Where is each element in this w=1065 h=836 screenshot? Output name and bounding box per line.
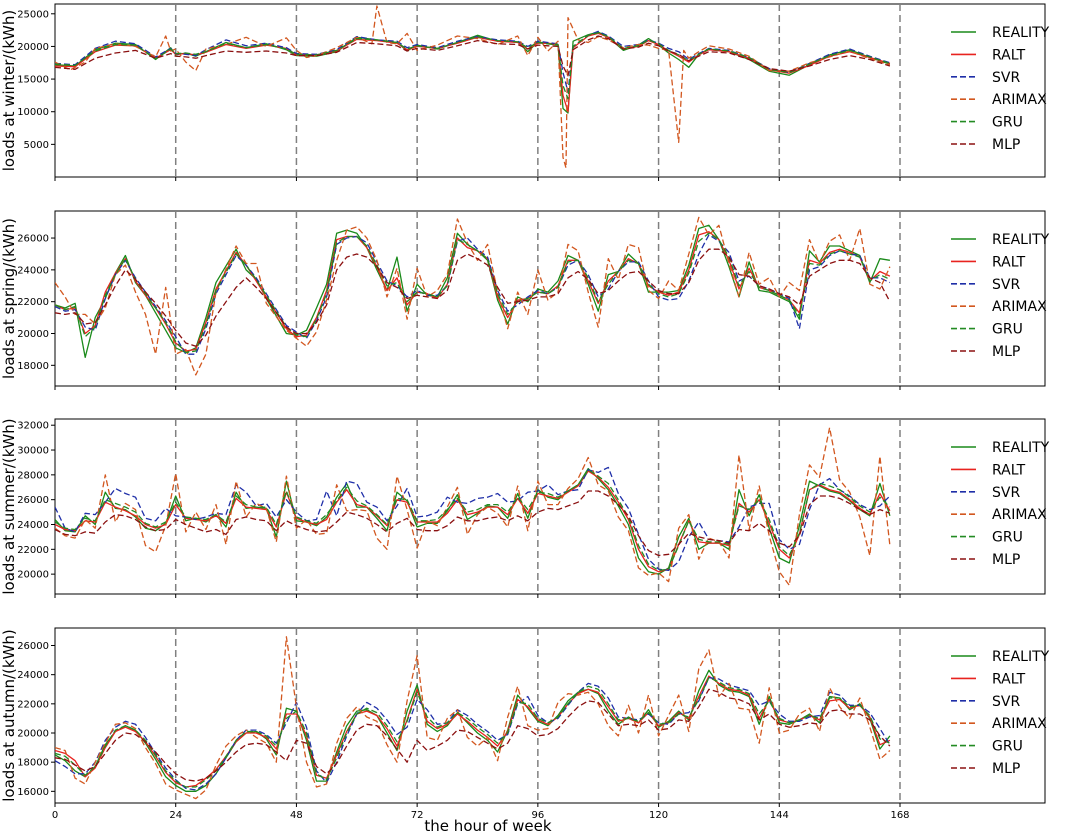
series-line-mlp xyxy=(55,248,891,347)
series-line-ralt xyxy=(55,675,891,788)
y-tick-label: 16000 xyxy=(17,787,49,798)
plot-frame xyxy=(54,418,1046,595)
legend-label-svr: SVR xyxy=(992,277,1020,293)
legend-label-mlp: MLP xyxy=(992,552,1020,568)
series-lines xyxy=(55,427,891,586)
legend-label-gru: GRU xyxy=(992,739,1023,755)
y-tick-label: 32000 xyxy=(17,421,49,432)
legend-label-reality: REALITY xyxy=(992,25,1050,41)
legend-label-reality: REALITY xyxy=(992,232,1050,248)
x-axis-label: the hour of week xyxy=(424,817,551,835)
series-line-gru xyxy=(55,232,891,354)
legend-label-svr: SVR xyxy=(992,70,1020,86)
legend-label-gru: GRU xyxy=(992,530,1023,546)
x-tick-label: 144 xyxy=(770,810,789,821)
y-axis-label: loads at summer/(kWh) xyxy=(0,418,18,594)
series-lines xyxy=(55,216,891,376)
chart-panel-4: 16000 18000 20000 22000 24000 26000 0 24 48 72 96 1… xyxy=(0,627,1050,821)
y-tick-label: 10000 xyxy=(17,107,49,118)
legend-label-ralt: RALT xyxy=(992,671,1026,687)
y-tick-label: 26000 xyxy=(17,495,49,506)
legend-label-svr: SVR xyxy=(992,485,1020,501)
y-tick-label: 24000 xyxy=(17,670,49,681)
y-tick-label: 5000 xyxy=(24,140,49,151)
series-line-arimax xyxy=(55,5,891,169)
y-tick-label: 15000 xyxy=(17,75,49,86)
legend: REALITY RALT SVR ARIMAX GRU MLP xyxy=(951,649,1050,777)
series-line-mlp xyxy=(55,490,891,557)
legend-label-ralt: RALT xyxy=(992,462,1026,478)
legend-label-arimax: ARIMAX xyxy=(992,507,1047,523)
y-axis-label: loads at spring/(kWh) xyxy=(0,218,18,379)
y-tick-label: 30000 xyxy=(17,446,49,457)
legend-label-ralt: RALT xyxy=(992,47,1026,63)
x-tick-label: 120 xyxy=(649,810,668,821)
legend-label-mlp: MLP xyxy=(992,344,1020,360)
series-line-arimax xyxy=(55,636,891,800)
legend-label-ralt: RALT xyxy=(992,254,1026,270)
x-tick-label: 48 xyxy=(290,810,303,821)
x-tick-label: 72 xyxy=(411,810,424,821)
y-tick-label: 18000 xyxy=(17,361,49,372)
series-line-gru xyxy=(55,676,891,788)
series-line-svr xyxy=(55,466,891,572)
y-tick-label: 18000 xyxy=(17,758,49,769)
legend-label-gru: GRU xyxy=(992,115,1023,131)
y-tick-label: 26000 xyxy=(17,234,49,245)
legend-label-reality: REALITY xyxy=(992,649,1050,665)
x-tick-label: 0 xyxy=(52,810,58,821)
series-line-gru xyxy=(55,469,891,572)
y-tick-label: 20000 xyxy=(17,42,49,53)
legend-label-arimax: ARIMAX xyxy=(992,92,1047,108)
legend-label-arimax: ARIMAX xyxy=(992,299,1047,315)
y-tick-label: 22000 xyxy=(17,545,49,556)
y-tick-label: 20000 xyxy=(17,329,49,340)
y-tick-label: 28000 xyxy=(17,470,49,481)
y-tick-label: 25000 xyxy=(17,9,49,20)
x-tick-label: 168 xyxy=(890,810,909,821)
series-line-arimax xyxy=(55,216,891,376)
series-line-svr xyxy=(55,676,891,791)
series-line-reality xyxy=(55,669,891,792)
legend-label-mlp: MLP xyxy=(992,137,1020,153)
y-tick-label: 24000 xyxy=(17,265,49,276)
y-axis-label: loads at winter/(kWh) xyxy=(0,10,18,171)
legend: REALITY RALT SVR ARIMAX GRU MLP xyxy=(951,440,1050,568)
y-tick-label: 24000 xyxy=(17,520,49,531)
series-line-mlp xyxy=(55,35,891,77)
plot-frame xyxy=(54,3,1046,178)
y-tick-label: 20000 xyxy=(17,570,49,581)
legend-label-mlp: MLP xyxy=(992,761,1020,777)
series-line-mlp xyxy=(55,688,891,782)
y-tick-label: 26000 xyxy=(17,641,49,652)
legend-label-arimax: ARIMAX xyxy=(992,716,1047,732)
legend: REALITY RALT SVR ARIMAX GRU MLP xyxy=(951,25,1050,153)
y-tick-label: 20000 xyxy=(17,729,49,740)
legend-label-gru: GRU xyxy=(992,322,1023,338)
y-axis-label: loads at autumn/(kWh) xyxy=(0,629,18,801)
legend-label-svr: SVR xyxy=(992,694,1020,710)
series-line-gru xyxy=(55,32,891,100)
legend-label-reality: REALITY xyxy=(992,440,1050,456)
series-line-arimax xyxy=(55,427,891,586)
x-tick-label: 96 xyxy=(531,810,544,821)
y-tick-label: 22000 xyxy=(17,297,49,308)
plot-frame xyxy=(54,627,1046,804)
legend: REALITY RALT SVR ARIMAX GRU MLP xyxy=(951,232,1050,360)
chart-panel-3: 20000 22000 24000 26000 28000 30000 32000loads… xyxy=(0,418,1050,598)
y-tick-label: 22000 xyxy=(17,699,49,710)
x-tick-label: 24 xyxy=(169,810,182,821)
series-lines xyxy=(55,636,891,800)
plot-frame xyxy=(54,210,1046,387)
series-lines xyxy=(55,5,891,169)
